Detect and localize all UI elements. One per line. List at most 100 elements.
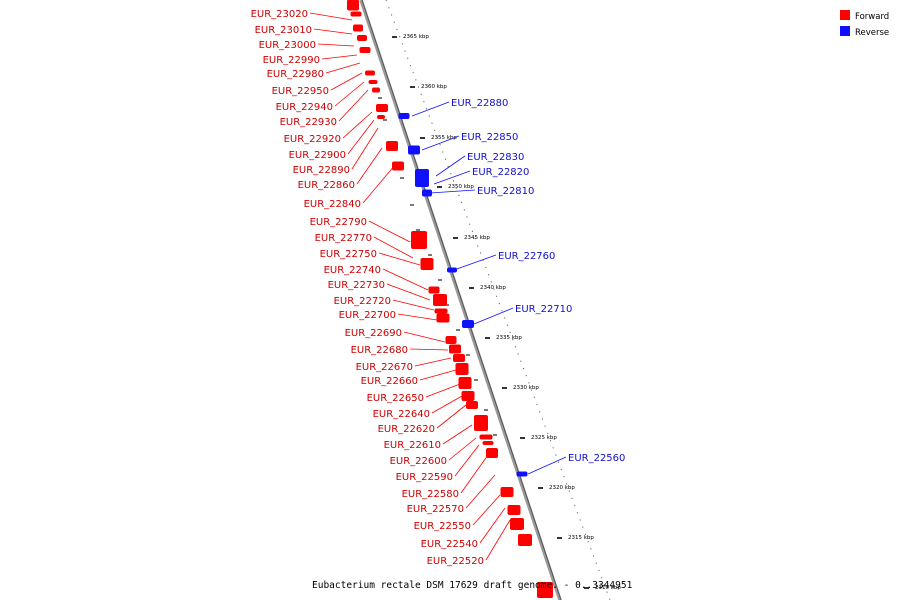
label-group: EUR_23020 EUR_23010 EUR_23000 EUR_22990 EUR_… — [251, 9, 626, 567]
reverse-gene-feature — [408, 145, 420, 155]
gene-leader-line — [429, 189, 476, 194]
forward-gene-feature — [365, 70, 375, 76]
scale-axis: 2365 kbp 2360 kbp 2355 kbp 2350 kbp 2345 kbp… — [378, 0, 621, 600]
gene-leader-line — [397, 313, 438, 321]
feature-group — [347, 0, 553, 598]
forward-gene-label[interactable]: EUR_22650 — [367, 393, 424, 404]
forward-gene-label[interactable]: EUR_22600 — [390, 456, 447, 467]
gene-leader-line — [325, 62, 361, 74]
gene-leader-line — [386, 283, 431, 301]
gene-leader-line — [448, 437, 477, 461]
forward-gene-label[interactable]: EUR_22920 — [284, 134, 341, 145]
forward-gene-label[interactable]: EUR_22520 — [427, 556, 484, 567]
forward-gene-feature — [377, 115, 385, 119]
forward-gene-label[interactable]: EUR_22730 — [328, 280, 385, 291]
forward-gene-label[interactable]: EUR_22980 — [267, 69, 324, 80]
forward-gene-label[interactable]: EUR_22620 — [378, 424, 435, 435]
forward-gene-label[interactable]: EUR_22580 — [402, 489, 459, 500]
forward-gene-label[interactable]: EUR_22690 — [345, 328, 402, 339]
forward-gene-label[interactable]: EUR_22740 — [324, 265, 381, 276]
gene-leader-line — [342, 111, 373, 139]
forward-gene-label[interactable]: EUR_22640 — [373, 409, 430, 420]
reverse-gene-label[interactable]: EUR_22760 — [498, 251, 555, 262]
forward-gene-label[interactable]: EUR_22590 — [396, 472, 453, 483]
scale-tick-label: 2355 kbp — [431, 135, 457, 141]
gene-leader-line — [421, 135, 460, 151]
gene-leader-line — [330, 72, 363, 91]
forward-gene-label[interactable]: EUR_23020 — [251, 9, 308, 20]
forward-gene-label[interactable]: EUR_22840 — [304, 199, 361, 210]
reverse-gene-label[interactable]: EUR_22850 — [461, 132, 518, 143]
forward-gene-feature — [350, 11, 362, 17]
gene-leader-line — [362, 164, 396, 204]
forward-gene-label[interactable]: EUR_22610 — [384, 440, 441, 451]
forward-gene-label[interactable]: EUR_22990 — [263, 55, 320, 66]
forward-gene-label[interactable]: EUR_22950 — [272, 86, 329, 97]
scale-tick-label: 2315 kbp — [568, 535, 594, 541]
reverse-gene-label[interactable]: EUR_22880 — [451, 98, 508, 109]
gene-leader-line — [453, 254, 497, 271]
forward-gene-label[interactable]: EUR_22940 — [276, 102, 333, 113]
forward-gene-label[interactable]: EUR_22540 — [421, 539, 478, 550]
reverse-gene-label[interactable]: EUR_22560 — [568, 453, 625, 464]
scale-tick-label: 2325 kbp — [531, 435, 557, 441]
forward-gene-feature — [474, 415, 488, 431]
forward-gene-label[interactable]: EUR_22750 — [320, 249, 377, 260]
forward-gene-feature — [466, 401, 478, 409]
reverse-gene-label[interactable]: EUR_22830 — [467, 152, 524, 163]
reverse-gene-feature — [398, 113, 410, 119]
forward-gene-label[interactable]: EUR_22930 — [280, 117, 337, 128]
reverse-gene-label[interactable]: EUR_22820 — [472, 167, 529, 178]
forward-gene-label[interactable]: EUR_22700 — [339, 310, 396, 321]
reverse-gene-feature — [447, 267, 457, 273]
legend-reverse-label: Reverse — [855, 28, 889, 38]
gene-leader-line — [321, 54, 358, 60]
scale-tick-label: 2350 kbp — [448, 184, 474, 190]
gene-leader-line — [442, 424, 473, 445]
forward-gene-feature — [372, 87, 380, 93]
forward-gene-label[interactable]: EUR_22890 — [293, 165, 350, 176]
forward-gene-label[interactable]: EUR_22660 — [361, 376, 418, 387]
forward-gene-feature — [453, 354, 465, 362]
scale-tick-label: 2320 kbp — [549, 485, 575, 491]
gene-leader-line — [334, 81, 365, 107]
scale-tick-label: 2335 kbp — [496, 335, 522, 341]
reverse-gene-label[interactable]: EUR_22710 — [515, 304, 572, 315]
forward-gene-feature — [428, 286, 440, 294]
forward-gene-feature — [386, 141, 398, 151]
scale-tick-label: 2365 kbp — [403, 34, 429, 40]
scale-tick-label: 2310 kbp — [595, 585, 621, 591]
reverse-gene-feature — [422, 189, 432, 197]
forward-gene-label[interactable]: EUR_23000 — [259, 40, 316, 51]
gene-leader-line — [392, 299, 435, 311]
gene-leader-line — [431, 395, 463, 414]
forward-gene-label[interactable]: EUR_22860 — [298, 180, 355, 191]
forward-gene-label[interactable]: EUR_22550 — [414, 521, 471, 532]
forward-gene-feature — [507, 505, 521, 515]
gene-leader-line — [411, 101, 450, 117]
forward-gene-label[interactable]: EUR_22720 — [334, 296, 391, 307]
forward-gene-label[interactable]: EUR_22790 — [310, 217, 367, 228]
forward-gene-feature — [510, 518, 524, 530]
forward-gene-feature — [353, 24, 363, 32]
forward-gene-label[interactable]: EUR_22770 — [315, 233, 372, 244]
forward-gene-feature — [537, 582, 553, 598]
gene-leader-line — [485, 519, 511, 561]
forward-gene-label[interactable]: EUR_22680 — [351, 345, 408, 356]
forward-gene-feature — [436, 313, 450, 323]
reverse-gene-label[interactable]: EUR_22810 — [477, 186, 534, 197]
gene-leader-line — [317, 43, 355, 47]
gene-leader-line — [433, 170, 471, 185]
gene-leader-line — [454, 444, 480, 477]
forward-gene-label[interactable]: EUR_23010 — [255, 25, 312, 36]
map-caption: Eubacterium rectale DSM 17629 draft geno… — [312, 580, 633, 591]
forward-gene-feature — [518, 534, 532, 546]
forward-gene-label[interactable]: EUR_22670 — [356, 362, 413, 373]
gene-leader-line — [338, 89, 369, 122]
reverse-gene-feature — [516, 471, 528, 477]
gene-leader-line — [373, 236, 414, 259]
forward-gene-label[interactable]: EUR_22570 — [407, 504, 464, 515]
forward-gene-label[interactable]: EUR_22900 — [289, 150, 346, 161]
gene-leader-line — [435, 155, 466, 177]
forward-gene-feature — [479, 434, 493, 440]
